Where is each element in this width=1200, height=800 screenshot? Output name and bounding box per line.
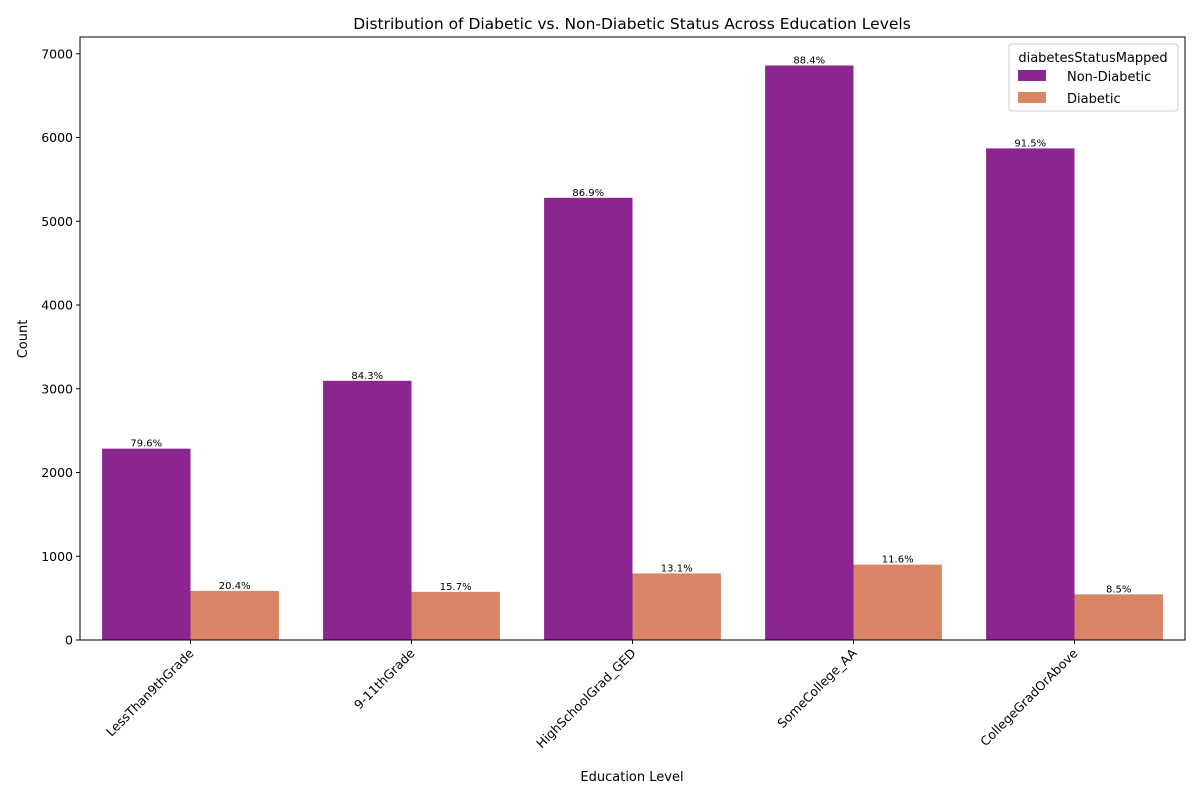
bar-label-diabetic: 20.4% [219, 581, 251, 592]
y-tick-label: 5000 [41, 214, 73, 229]
legend-swatch-non-diabetic [1018, 70, 1046, 81]
x-tick-label: LessThan9thGrade [103, 645, 197, 739]
bar-diabetic [411, 591, 500, 640]
y-tick-label: 0 [65, 633, 73, 648]
bar-diabetic [853, 564, 942, 640]
legend-label-non-diabetic: Non-Diabetic [1067, 70, 1151, 85]
y-axis-label: Count [16, 320, 31, 359]
y-tick-label: 3000 [41, 381, 73, 396]
plot-frame [79, 36, 1186, 641]
bar-diabetic [190, 591, 279, 640]
legend: diabetesStatusMapped Non-Diabetic Diabet… [1008, 43, 1179, 112]
x-axis-label: Education Level [580, 770, 683, 785]
bar-non-diabetic [323, 380, 412, 640]
bar-label-diabetic: 13.1% [661, 563, 693, 574]
y-tick-label: 1000 [41, 549, 73, 564]
bar-label-non-diabetic: 86.9% [572, 188, 604, 199]
bar-non-diabetic [544, 197, 633, 641]
bar-labels: 79.6% 84.3% 86.9% 88.4% 91.5% 20.4% 15.7% 13.1%… [130, 55, 1131, 595]
x-tick-label: HighSchoolGrad_GED [533, 646, 638, 751]
bar-label-diabetic: 11.6% [882, 555, 914, 566]
bar-non-diabetic [765, 65, 854, 641]
y-tick-label: 2000 [41, 465, 73, 480]
x-tick-label: CollegeGradOrAbove [977, 645, 1081, 749]
bars [102, 65, 1163, 641]
y-tick-label: 4000 [41, 298, 73, 313]
legend-box [1008, 43, 1179, 112]
bar-non-diabetic [986, 148, 1075, 640]
bar-non-diabetic [102, 448, 191, 640]
legend-title: diabetesStatusMapped [1018, 51, 1167, 66]
x-tick-label: 9-11thGrade [351, 645, 418, 712]
x-tick-label: SomeCollege_AA [774, 645, 860, 731]
chart-title: Distribution of Diabetic vs. Non-Diabeti… [353, 15, 911, 33]
bar-diabetic [1074, 594, 1163, 640]
legend-label-diabetic: Diabetic [1067, 92, 1121, 107]
legend-swatch-diabetic [1018, 92, 1046, 103]
bar-label-non-diabetic: 88.4% [793, 55, 825, 66]
bar-label-diabetic: 8.5% [1106, 584, 1131, 595]
bar-diabetic [632, 573, 721, 640]
bar-label-non-diabetic: 91.5% [1014, 138, 1046, 149]
bar-label-diabetic: 15.7% [440, 582, 472, 593]
y-tick-label: 6000 [41, 130, 73, 145]
y-tick-label: 7000 [41, 46, 73, 61]
bar-label-non-diabetic: 84.3% [351, 371, 383, 382]
bar-label-non-diabetic: 79.6% [130, 439, 162, 450]
